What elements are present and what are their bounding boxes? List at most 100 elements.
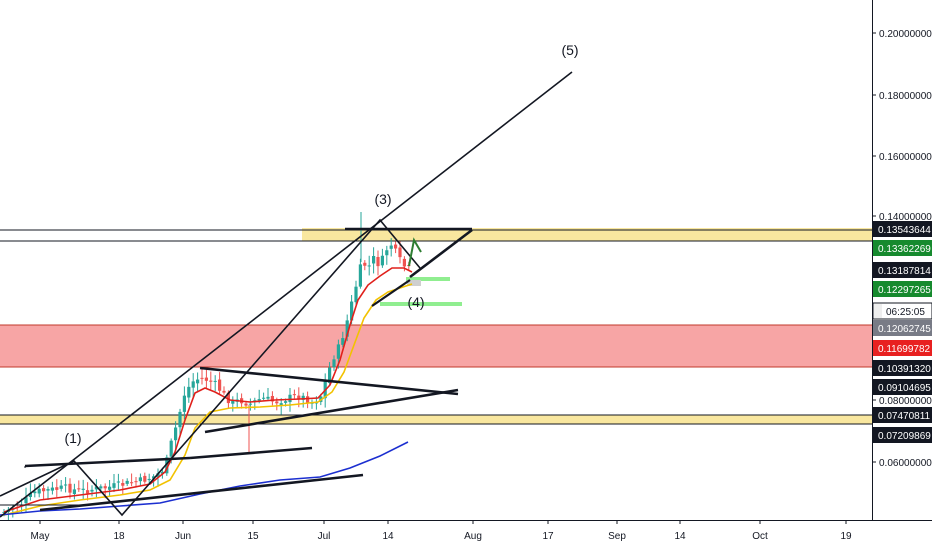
candle-body-32 [143,475,147,482]
x-tick-label-6: Aug [464,531,482,542]
support-zone [0,415,872,424]
candle-body-34 [152,476,156,479]
candle-body-67 [297,395,301,400]
candle-body-20 [90,489,94,492]
candle-body-91 [402,258,406,267]
candle-body-33 [147,478,151,481]
supply-zone [0,325,872,367]
candle-body-82 [363,262,367,266]
candle-body-74 [328,367,332,383]
candle-body-58 [257,399,261,401]
candle-body-15 [68,483,72,493]
candle-body-19 [86,490,90,494]
candle-body-42 [187,386,191,398]
y-tick-label-3: 0.14000000 [879,212,932,223]
candle-body-28 [125,480,129,484]
candle-body-55 [244,403,248,406]
candle-body-30 [134,481,138,483]
wave-label-5: (5) [561,42,578,58]
y-tick-label-2: 0.16000000 [879,152,932,163]
badge-label-7: 0.10391320 [878,364,931,375]
wave-zigzag [0,218,421,517]
badge-label-9: 0.07470811 [878,411,931,422]
candle-body-63 [279,403,283,406]
candle-body-75 [332,359,336,367]
candle-body-69 [306,396,310,404]
candle-body-18 [81,488,85,490]
badge-bg-8 [873,379,932,395]
x-tick-label-4: Jul [318,531,331,542]
zones-layer [0,228,872,425]
candle-body-39 [174,427,178,441]
candle-body-62 [275,401,279,404]
candle-body-13 [59,485,63,489]
badge-label-1: 0.13362269 [878,244,931,255]
wave-label-3: (3) [374,191,391,207]
candle-body-78 [345,320,349,337]
candle-body-51 [226,392,230,404]
candle-body-89 [394,244,398,249]
badge-label-6: 0.11699782 [878,344,931,355]
candle-body-88 [389,245,393,249]
y-tick-label-4: 0.08000000 [879,396,932,407]
candle-body-47 [209,380,213,382]
candle-body-87 [385,250,389,256]
target-bar-2 [380,302,462,306]
candle-body-24 [108,486,112,490]
candle-body-46 [204,377,208,381]
candle-body-65 [288,394,292,403]
x-tick-label-11: 19 [840,531,852,542]
candle-body-36 [160,471,164,474]
x-tick-label-10: Oct [752,531,768,542]
projection-arrow [408,237,422,267]
candle-body-17 [77,488,81,490]
candle-body-86 [380,255,384,266]
candle-body-44 [196,379,200,384]
candle-body-76 [336,344,340,359]
candle-body-22 [99,486,103,489]
channel-bottom [39,473,364,512]
badge-bg-7 [873,360,932,376]
candle-body-5 [24,497,28,504]
channel-top [24,456,191,468]
x-tick-label-0: May [31,531,50,542]
x-tick-label-1: 18 [113,531,125,542]
badge-label-5: 0.12062745 [878,324,931,335]
candle-body-12 [55,487,59,490]
badge-bg-1 [873,240,932,256]
wave-five-diagonal [0,71,573,518]
target-bar-1 [406,277,450,281]
x-tick-label-9: 14 [674,531,686,542]
candle-body-49 [218,379,222,391]
badge-bg-2 [873,262,932,278]
candle-body-66 [292,394,296,396]
candle-body-9 [42,488,46,492]
badge-bg-10 [873,427,932,443]
candle-body-50 [222,390,226,393]
candle-body-21 [94,486,98,490]
candle-body-6 [28,492,32,497]
candle-body-83 [367,265,371,267]
candle-body-8 [37,488,41,494]
candle-body-23 [103,486,107,489]
badge-bg-4 [872,302,932,320]
drawings-layer: (1) (3) (4) (5) [0,42,579,518]
y-tick-label-0: 0.20000000 [879,29,932,40]
x-tick-label-5: 14 [382,531,394,542]
candle-body-29 [130,482,134,484]
wave-label-1: (1) [64,430,81,446]
badge-label-4: 06:25:05 [886,307,925,318]
badge-bg-0 [873,221,932,237]
badge-label-2: 0.13187814 [878,266,931,277]
badge-label-3: 0.12297265 [878,285,931,296]
y-tick-label-1: 0.18000000 [879,91,932,102]
badge-bg-6 [873,340,932,356]
candle-body-61 [270,395,274,402]
candle-body-11 [50,487,54,491]
badge-bg-9 [873,407,932,423]
candle-body-59 [262,397,266,399]
candle-body-31 [138,477,142,482]
